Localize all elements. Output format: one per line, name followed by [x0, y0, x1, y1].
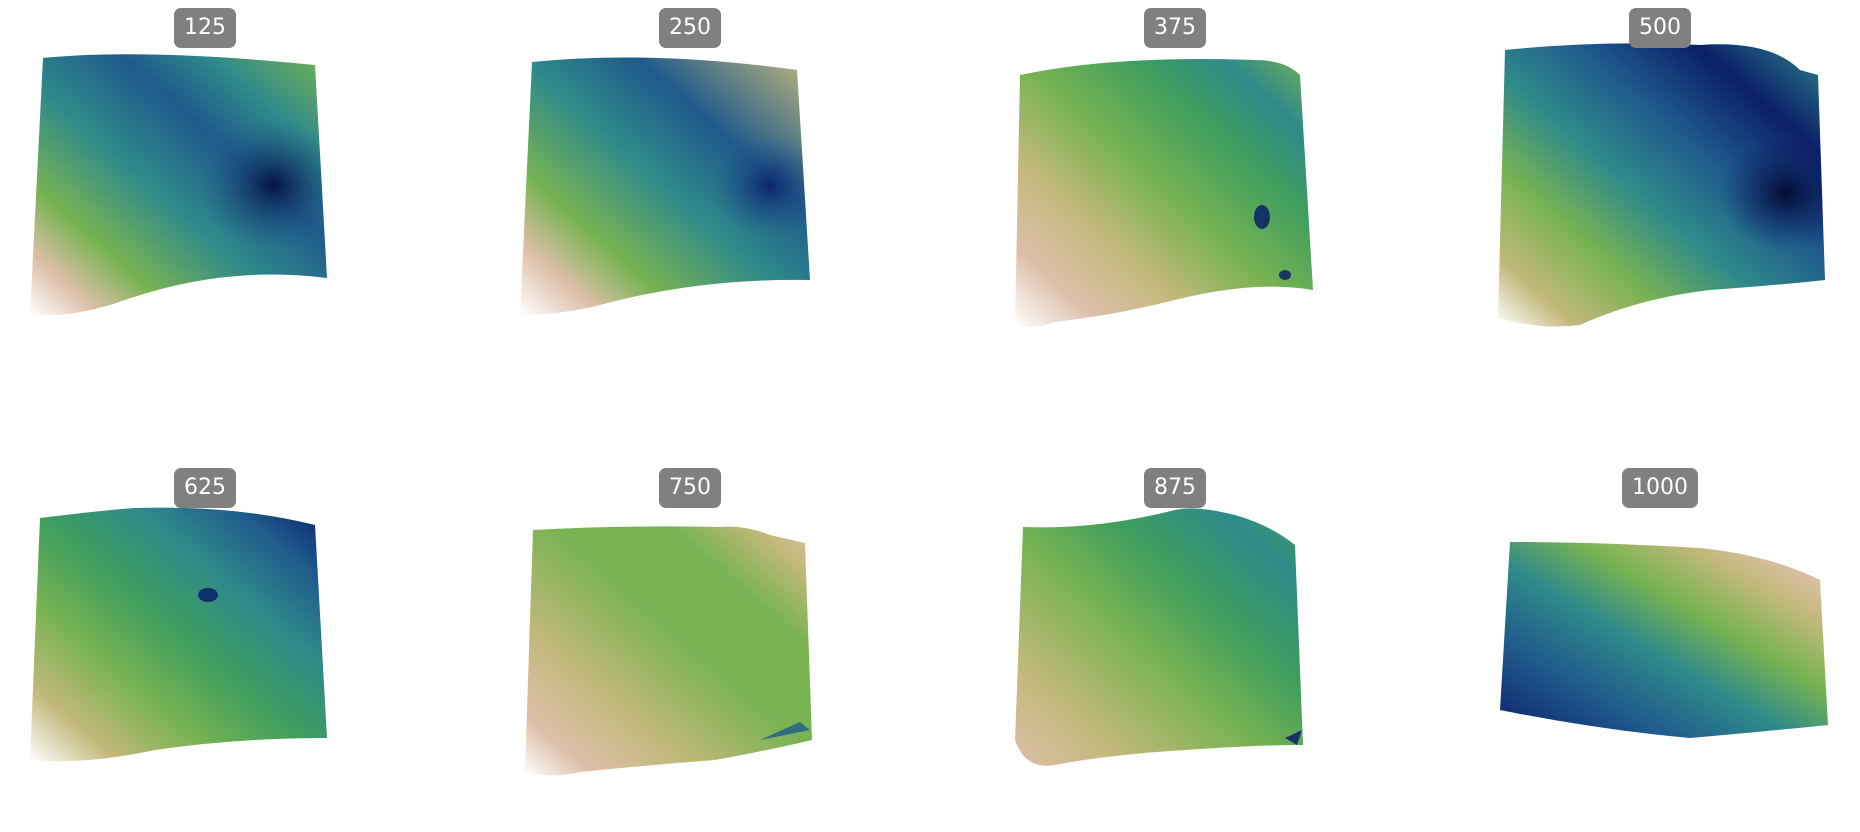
surface-mesh: [1015, 59, 1313, 327]
surface-mesh: [30, 507, 327, 762]
surface-panel-7: 875: [955, 460, 1395, 820]
surface-mesh: [1015, 508, 1303, 766]
surface-panel-6: 750: [470, 460, 910, 820]
surface-plot-4: [1498, 43, 1825, 327]
surface-panel-1: 125: [0, 0, 425, 360]
surface-panel-5: 625: [0, 460, 425, 820]
panel-label: 1000: [1622, 468, 1698, 508]
panel-label: 750: [659, 468, 721, 508]
panel-label: 250: [659, 8, 721, 48]
surface-panel-2: 250: [470, 0, 910, 360]
panel-label: 625: [174, 468, 236, 508]
surface-mesh: [1500, 542, 1828, 738]
surface-plot-5: [30, 507, 327, 762]
surface-plot-3: [1015, 59, 1313, 327]
panel-label: 875: [1144, 468, 1206, 508]
surface-panel-3: 375: [955, 0, 1395, 360]
surface-plot-2: [520, 57, 810, 315]
surface-mesh: [525, 526, 812, 776]
panel-label: 375: [1144, 8, 1206, 48]
surface-plot-7: [1015, 508, 1303, 766]
panel-label: 125: [174, 8, 236, 48]
surface-panel-4: 500: [1440, 0, 1860, 360]
surface-plot-1: [30, 54, 327, 316]
surface-plot-6: [525, 526, 812, 776]
surface-panel-8: 1000: [1440, 460, 1860, 820]
panel-label: 500: [1629, 8, 1691, 48]
surface-plot-8: [1500, 542, 1828, 738]
